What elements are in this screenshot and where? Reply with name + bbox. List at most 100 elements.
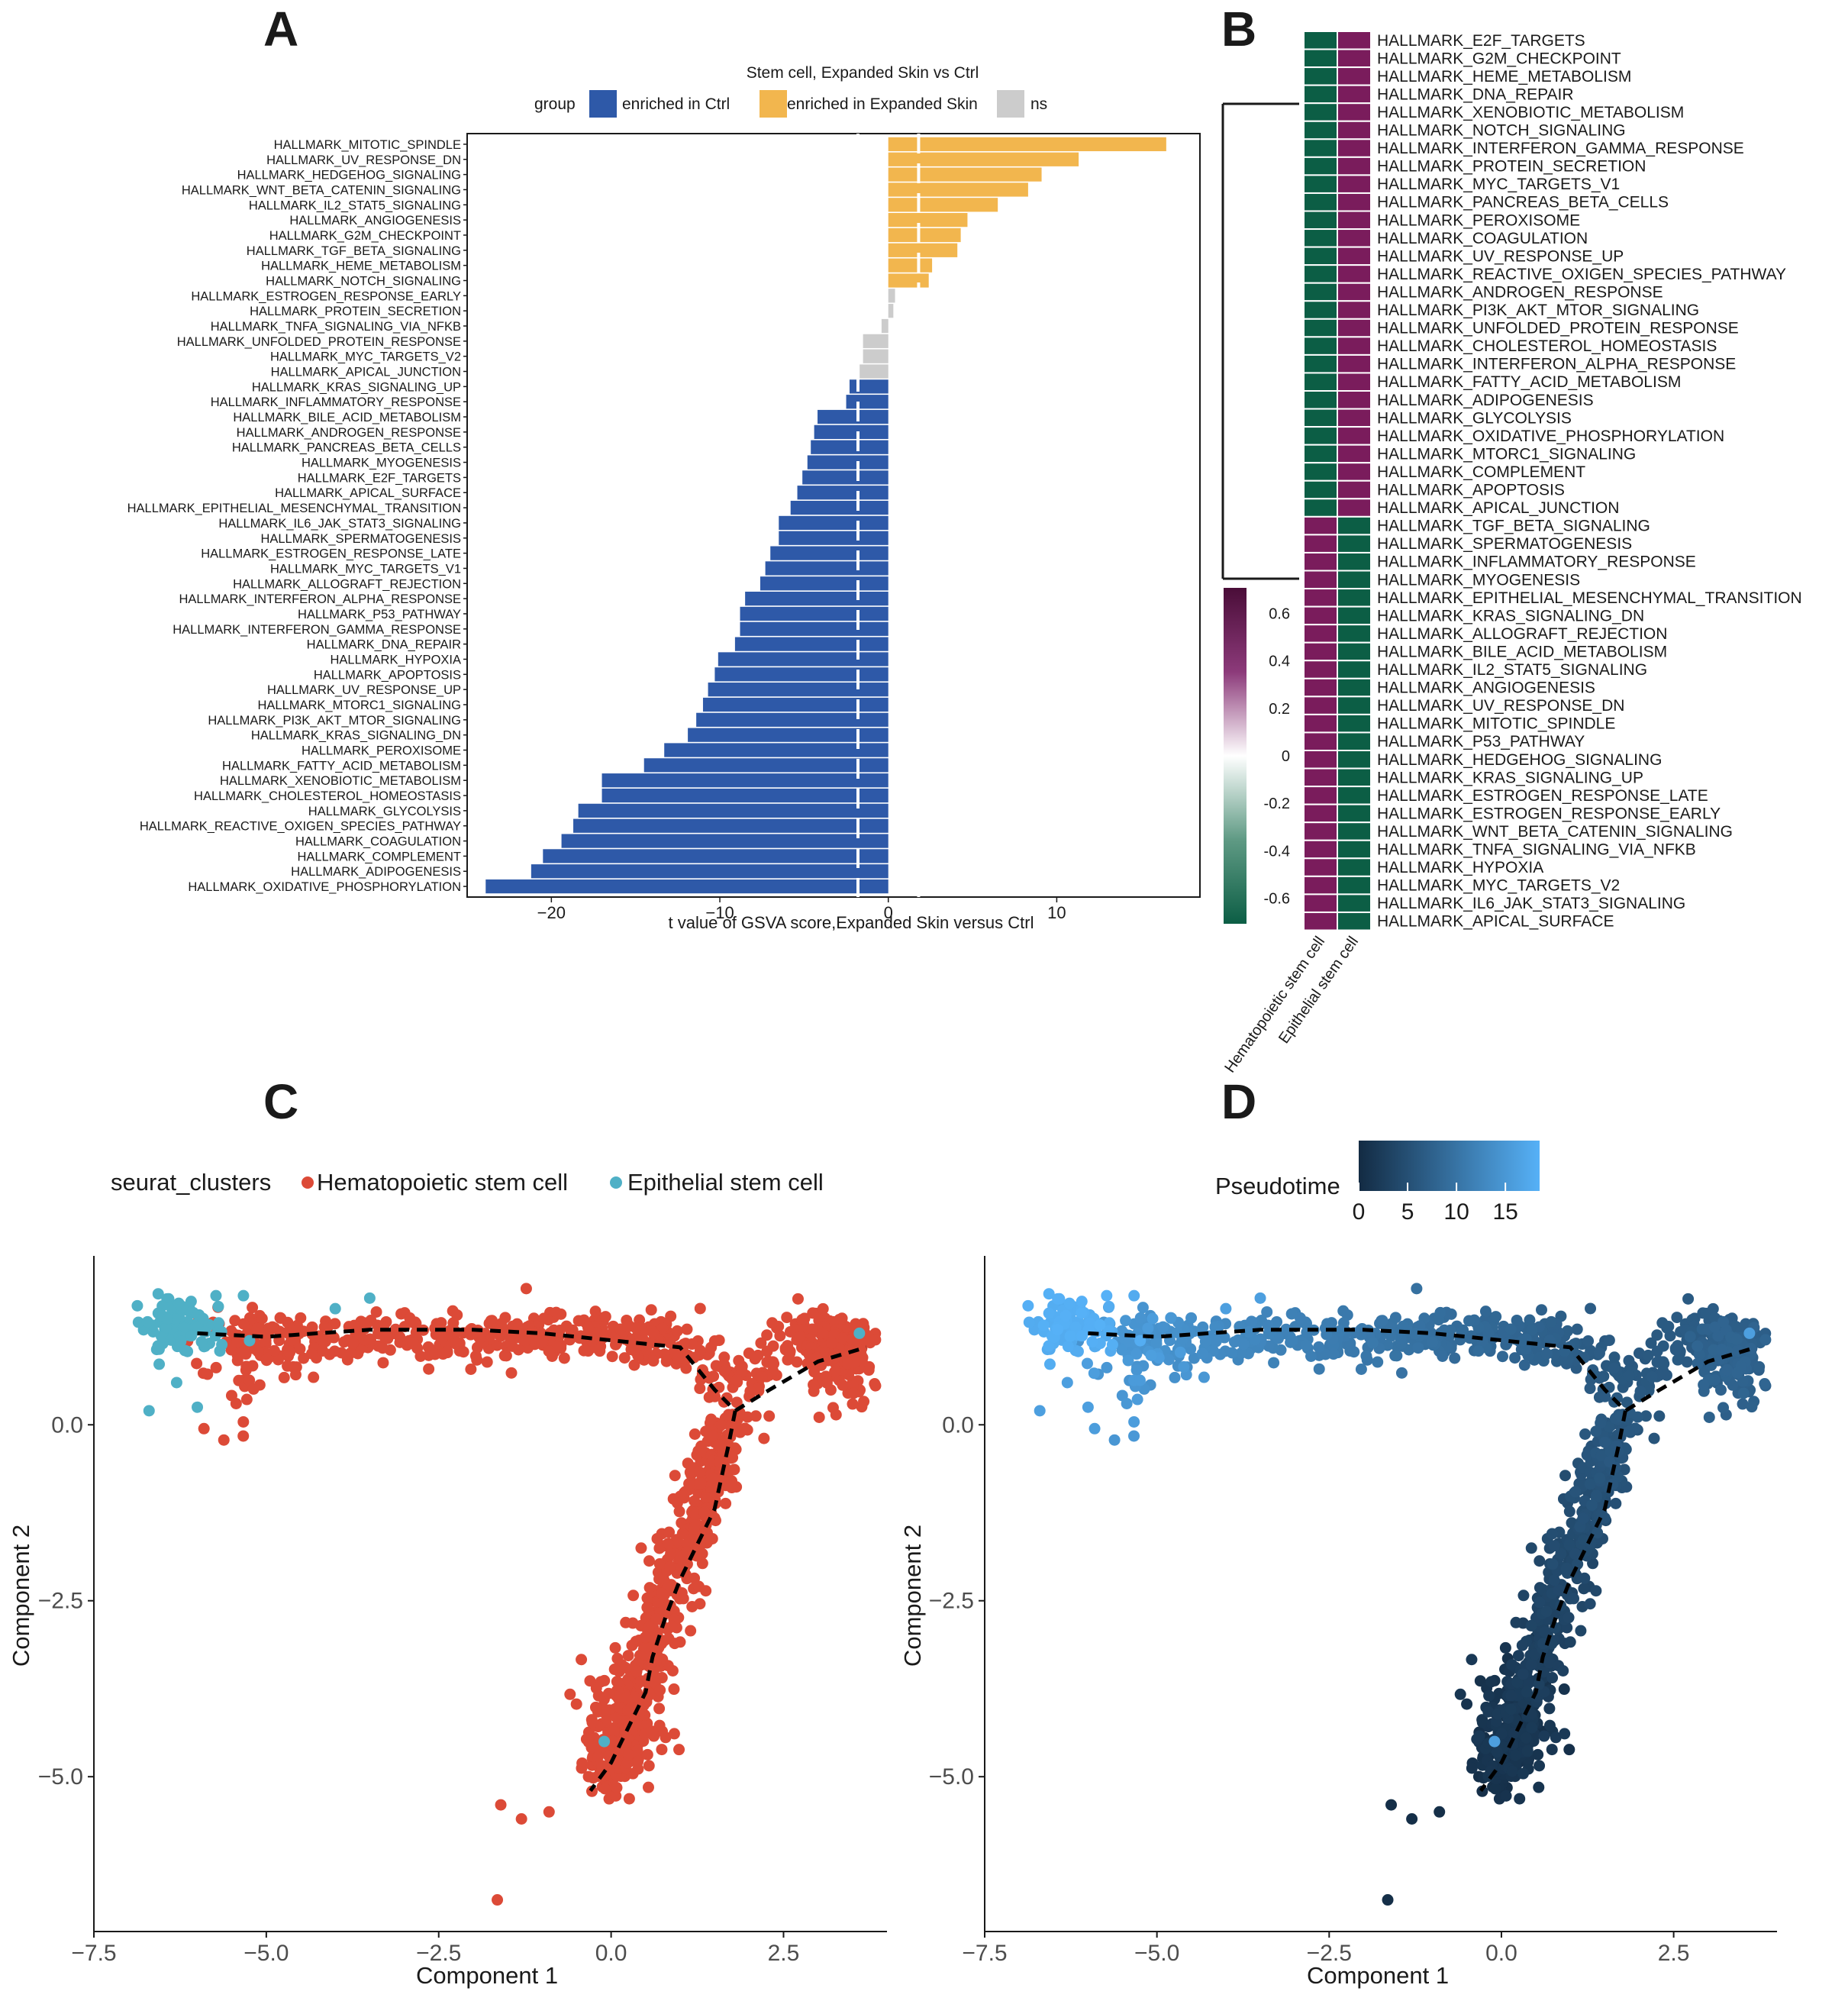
cell-point-pseudotime (1517, 1590, 1530, 1602)
cell-point-pseudotime (1128, 1289, 1140, 1302)
cell-point-pseudotime (1300, 1339, 1312, 1351)
heatmap-colorbar (1224, 588, 1247, 924)
heatmap-cell (1337, 264, 1372, 284)
bar-legend-key-ctrl (589, 90, 617, 118)
cell-point-hsc (272, 1354, 284, 1366)
bar-category-label: HALLMARK_REACTIVE_OXIGEN_SPECIES_PATHWAY (140, 820, 461, 834)
cell-point-pseudotime (1321, 1318, 1334, 1330)
cell-point-hsc (869, 1334, 882, 1346)
cell-point-pseudotime (1533, 1678, 1545, 1690)
cell-point-hsc (700, 1491, 712, 1503)
cell-point-hsc (389, 1323, 402, 1335)
cell-point-pseudotime (1623, 1425, 1635, 1438)
cell-point-hsc (608, 1664, 621, 1676)
x-tick-label: −2.5 (1307, 1941, 1352, 1966)
bar-category-label: HALLMARK_WNT_BETA_CATENIN_SIGNALING (182, 183, 461, 197)
cell-point-hsc (654, 1684, 666, 1696)
cell-point-hsc (710, 1360, 722, 1372)
cell-point-hsc (622, 1650, 634, 1662)
heatmap-cell (1303, 462, 1338, 482)
pseudotime-legend-title: Pseudotime (1215, 1173, 1340, 1199)
heatmap-row-label: HALLMARK_COMPLEMENT (1377, 463, 1585, 481)
pseudotime-colorbar-ticks: 0 5 10 15 (1353, 1183, 1518, 1225)
cell-point-hsc (202, 1368, 214, 1380)
cell-point-pseudotime (1391, 1350, 1403, 1362)
cell-point-hsc (465, 1364, 477, 1376)
bar (718, 652, 889, 666)
bar (888, 213, 968, 228)
cell-point-hsc (553, 1325, 566, 1337)
cell-point-pseudotime (1559, 1728, 1571, 1740)
cell-point-esc (185, 1330, 198, 1342)
cell-point-hsc (730, 1374, 743, 1386)
cell-point-hsc (705, 1413, 718, 1425)
heatmap-cell (1303, 713, 1338, 734)
heatmap-cell (1303, 318, 1338, 338)
cell-point-esc (170, 1376, 182, 1389)
heatmap-cell (1303, 875, 1338, 896)
cell-point-pseudotime (1235, 1347, 1247, 1359)
cell-point-hsc (672, 1353, 685, 1365)
cell-point-hsc (653, 1542, 666, 1554)
heatmap-row-label: HALLMARK_DNA_REPAIR (1377, 86, 1574, 103)
cell-point-pseudotime (1327, 1348, 1340, 1360)
cell-point-hsc (465, 1328, 477, 1341)
cell-point-pseudotime (1262, 1319, 1274, 1331)
cluster-legend-key-hsc (302, 1176, 314, 1189)
heatmap-cell (1337, 696, 1372, 715)
cell-point-hsc (518, 1335, 531, 1347)
cell-point-hsc (543, 1345, 555, 1357)
cell-point-pseudotime (1076, 1296, 1088, 1308)
bar-category-label: HALLMARK_HEDGEHOG_SIGNALING (237, 169, 461, 182)
cell-point-pseudotime (1737, 1375, 1749, 1387)
bar-category-label: HALLMARK_G2M_CHECKPOINT (269, 229, 461, 243)
bar-category-label: HALLMARK_ANGIOGENESIS (289, 214, 461, 228)
heatmap-cell (1337, 911, 1372, 931)
y-tick-label: 0.0 (51, 1412, 83, 1438)
cell-point-pseudotime (1545, 1315, 1557, 1328)
bar-x-tick-label: −20 (537, 903, 566, 922)
bar-x-tick-label: −10 (705, 903, 734, 922)
cell-point-pseudotime (1743, 1327, 1756, 1339)
cell-point-pseudotime (1134, 1374, 1146, 1386)
cell-point-hsc (632, 1755, 644, 1767)
cell-point-pseudotime (1595, 1450, 1608, 1462)
x-tick-label: 0.0 (1485, 1941, 1517, 1966)
cell-point-pseudotime (1305, 1350, 1317, 1362)
cell-point-hsc (708, 1390, 721, 1402)
cell-point-hsc (656, 1587, 668, 1599)
bar-category-label: HALLMARK_INTERFERON_ALPHA_RESPONSE (179, 592, 461, 606)
heatmap-row-label: HALLMARK_HYPOXIA (1377, 859, 1543, 876)
cell-point-hsc (635, 1542, 647, 1554)
cell-point-hsc (441, 1345, 453, 1357)
cell-point-hsc (584, 1675, 596, 1687)
cell-point-pseudotime (1466, 1762, 1478, 1774)
heatmap-row-label: HALLMARK_TNFA_SIGNALING_VIA_NFKB (1377, 841, 1696, 859)
cell-point-pseudotime (1053, 1293, 1066, 1305)
cell-point-hsc (627, 1617, 639, 1629)
cell-point-hsc (801, 1357, 814, 1370)
cell-point-esc (175, 1335, 187, 1347)
heatmap-cell (1303, 893, 1338, 913)
bar-legend-title: group (534, 95, 576, 113)
bar-category-label: HALLMARK_ESTROGEN_RESPONSE_EARLY (191, 289, 461, 303)
heatmap-cell (1337, 677, 1372, 698)
heatmap-row-label: HALLMARK_INFLAMMATORY_RESPONSE (1377, 554, 1696, 571)
cell-point-hsc (673, 1744, 685, 1756)
cell-point-hsc (820, 1370, 832, 1383)
cell-point-esc (160, 1322, 173, 1334)
cell-point-pseudotime (1537, 1638, 1550, 1650)
panel-a-bar-chart: Stem cell, Expanded Skin vs Ctrl group e… (127, 64, 1201, 932)
scatter-d-x-label: Component 1 (1307, 1962, 1449, 1989)
cell-point-hsc (817, 1327, 829, 1339)
heatmap-cell (1337, 48, 1372, 69)
cell-point-pseudotime (1150, 1338, 1163, 1350)
cell-point-hsc (736, 1366, 748, 1378)
bar-legend-label-expanded: enriched in Expanded Skin (787, 95, 978, 113)
heatmap-row-dendrogram (1221, 102, 1299, 580)
cell-point-pseudotime (1703, 1411, 1715, 1423)
cell-point-pseudotime (1499, 1641, 1511, 1654)
bar-category-label: HALLMARK_P53_PATHWAY (298, 608, 461, 621)
cell-point-hsc (611, 1652, 624, 1664)
bar-category-label: HALLMARK_MYC_TARGETS_V2 (270, 350, 461, 364)
